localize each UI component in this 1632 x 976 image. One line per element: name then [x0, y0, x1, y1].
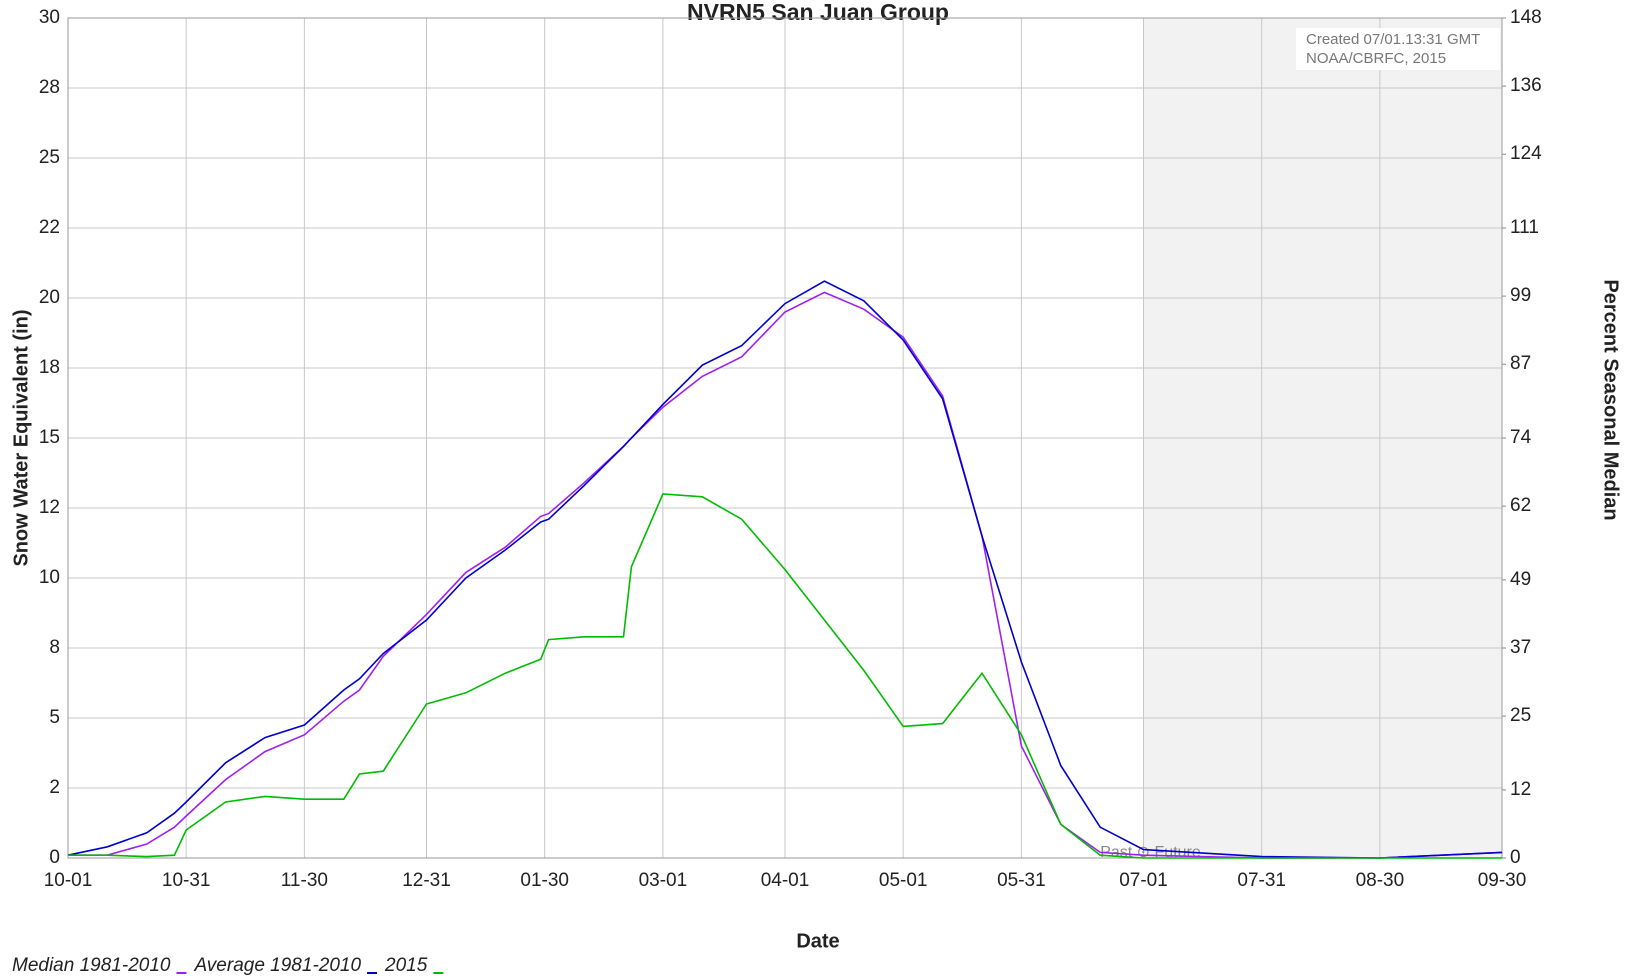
x-tick-label: 10-31	[162, 870, 211, 891]
x-tick-label: 09-30	[1478, 870, 1527, 891]
series-line	[68, 493, 1502, 859]
y2-tick-label: 74	[1510, 427, 1532, 448]
y-tick-label: 25	[39, 147, 60, 168]
y2-tick-label: 12	[1510, 779, 1531, 800]
y2-tick-label: 111	[1510, 217, 1539, 238]
x-tick-label: 11-30	[281, 870, 328, 891]
x-tick-label: 12-31	[402, 870, 451, 891]
legend-label: Average 1981-2010	[193, 955, 361, 976]
x-axis-label: Date	[796, 930, 839, 952]
y2-tick-label: 49	[1510, 569, 1531, 590]
y2-tick-label: 87	[1510, 353, 1531, 374]
x-tick-label: 04-01	[761, 870, 810, 891]
annotation-box	[1296, 28, 1500, 70]
y2-axis-label: Percent Seasonal Median	[1600, 279, 1622, 520]
y-tick-label: 18	[39, 357, 60, 378]
x-tick-label: 08-30	[1356, 870, 1405, 891]
y-tick-label: 5	[49, 707, 60, 728]
y-tick-label: 22	[39, 217, 60, 238]
y-tick-label: 12	[39, 497, 60, 518]
y-tick-label: 15	[39, 427, 60, 448]
y-tick-label: 28	[39, 77, 60, 98]
y-tick-label: 8	[49, 637, 60, 658]
x-tick-label: 07-31	[1237, 870, 1286, 891]
y2-tick-label: 62	[1510, 495, 1531, 516]
y-tick-label: 2	[49, 777, 60, 798]
y-tick-label: 30	[39, 7, 60, 28]
x-tick-label: 10-01	[44, 870, 93, 891]
annotation: NOAA/CBRFC, 2015	[1306, 50, 1446, 67]
y2-tick-label: 25	[1510, 705, 1531, 726]
y2-tick-label: 37	[1510, 637, 1531, 658]
chart-title: NVRN5 San Juan Group	[687, 0, 949, 25]
y2-tick-label: 0	[1510, 847, 1521, 868]
y-tick-label: 0	[49, 847, 60, 868]
x-tick-label: 07-01	[1119, 870, 1168, 891]
series-line	[67, 280, 1503, 859]
y2-tick-label: 99	[1510, 285, 1531, 306]
legend-label: 2015	[384, 955, 428, 976]
y-axis-label: Snow Water Equivalent (in)	[10, 309, 32, 566]
y2-tick-label: 124	[1510, 143, 1542, 164]
x-tick-label: 05-01	[879, 870, 928, 891]
x-tick-label: 03-01	[639, 870, 688, 891]
legend-label: Median 1981-2010	[12, 955, 171, 976]
annotation: Created 07/01.13:31 GMT	[1306, 31, 1480, 48]
x-tick-label: 01-30	[520, 870, 569, 891]
plot-border	[67, 17, 1503, 859]
y2-tick-label: 136	[1510, 75, 1542, 96]
y2-tick-label: 148	[1510, 7, 1542, 28]
y-tick-label: 10	[39, 567, 60, 588]
y-tick-label: 20	[39, 287, 60, 308]
x-tick-label: 05-31	[997, 870, 1046, 891]
